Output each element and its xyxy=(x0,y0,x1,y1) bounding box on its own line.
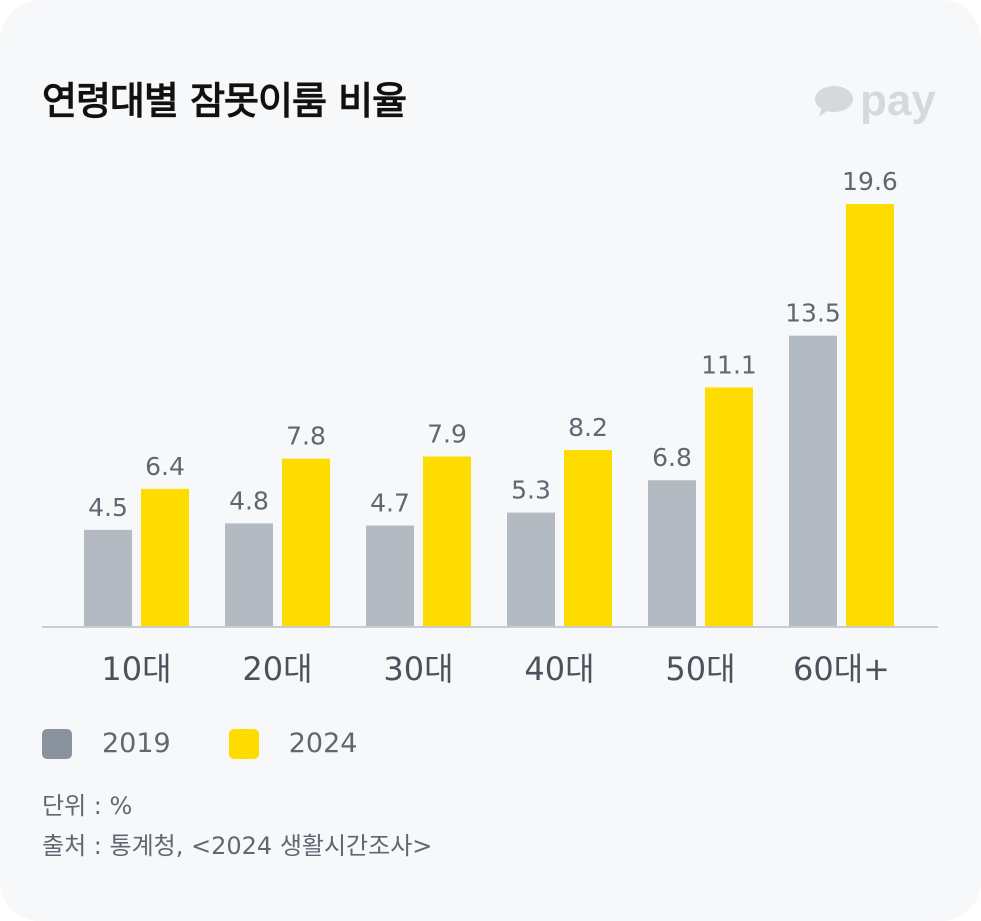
bar-2024-60대+ xyxy=(846,204,894,627)
bar-2019-20대 xyxy=(225,523,273,627)
bar-2019-30대 xyxy=(366,525,414,627)
bar-2024-20대 xyxy=(282,458,330,627)
legend: 2019 2024 xyxy=(42,728,415,759)
data-label: 7.9 xyxy=(427,420,467,449)
logo-text: pay xyxy=(860,76,936,125)
legend-item-2019: 2019 xyxy=(42,728,171,759)
legend-item-2024: 2024 xyxy=(228,728,358,759)
legend-swatch-2019 xyxy=(42,728,72,759)
data-label: 4.7 xyxy=(370,489,410,518)
kakaopay-logo: pay xyxy=(814,76,936,126)
source-note: 출처 : 통계청, <2024 생활시간조사> xyxy=(42,832,433,860)
bar-2024-50대 xyxy=(705,387,753,627)
bar-2019-10대 xyxy=(84,529,132,627)
x-tick-label: 60대+ xyxy=(793,650,890,688)
data-label: 7.8 xyxy=(286,422,326,451)
legend-label-2024: 2024 xyxy=(288,728,358,759)
data-label: 6.8 xyxy=(652,443,692,472)
legend-swatch-2024 xyxy=(228,728,259,759)
data-label: 6.4 xyxy=(145,452,185,481)
data-label: 11.1 xyxy=(701,350,757,379)
data-label: 4.5 xyxy=(88,493,128,522)
bar-2019-50대 xyxy=(648,480,696,627)
bar-2024-40대 xyxy=(564,450,612,627)
data-label: 5.3 xyxy=(511,476,551,505)
bar-2019-60대+ xyxy=(789,335,837,627)
bar-2024-30대 xyxy=(423,456,471,627)
data-label: 8.2 xyxy=(568,413,608,442)
x-tick-label: 10대 xyxy=(101,650,171,688)
x-tick-label: 50대 xyxy=(665,650,735,688)
unit-note: 단위 : % xyxy=(42,792,133,820)
x-tick-label: 30대 xyxy=(383,650,453,688)
chart-title: 연령대별 잠못이룸 비율 xyxy=(42,79,407,123)
legend-label-2019: 2019 xyxy=(102,728,171,759)
x-tick-label: 40대 xyxy=(524,650,594,688)
bar-2024-10대 xyxy=(141,488,189,627)
data-label: 4.8 xyxy=(229,486,269,515)
data-label: 19.6 xyxy=(842,167,898,196)
speech-bubble-icon xyxy=(815,86,853,117)
x-tick-label: 20대 xyxy=(242,650,312,688)
bar-2019-40대 xyxy=(507,512,555,627)
data-label: 13.5 xyxy=(785,299,841,328)
